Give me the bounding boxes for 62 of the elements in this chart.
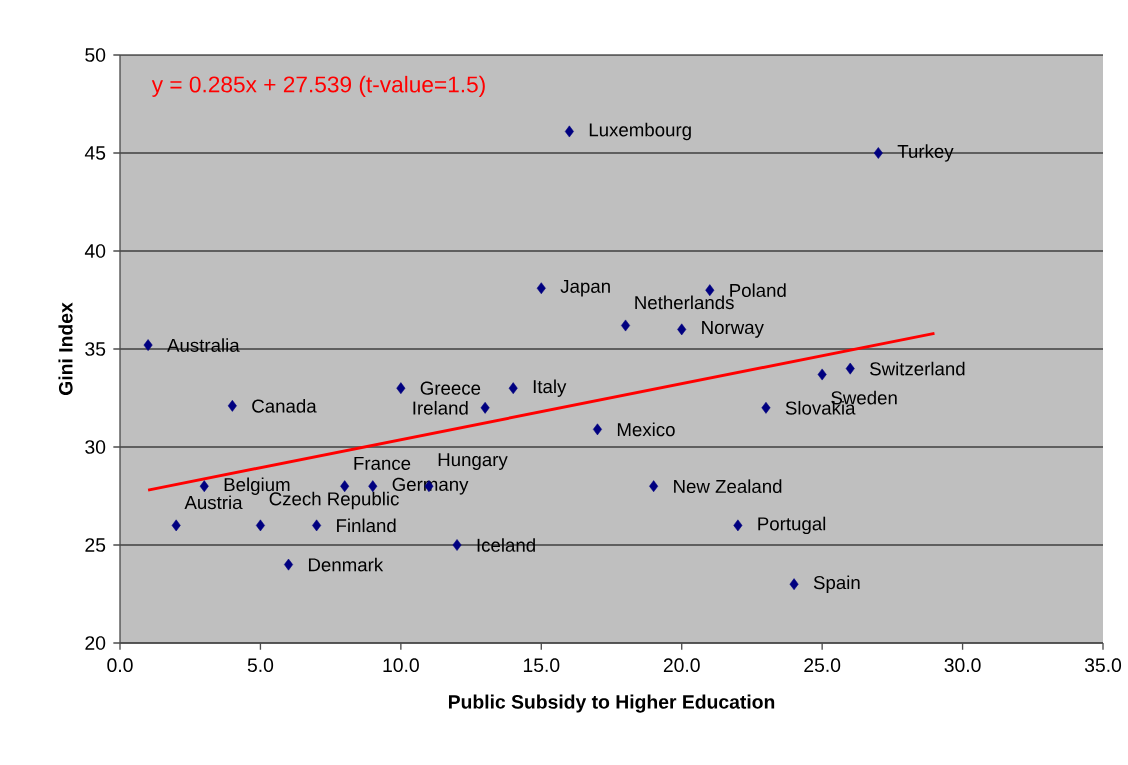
point [452,539,462,551]
data-label: Netherlands [635,295,734,310]
point [255,519,265,532]
x-tick-label: 5.0 [247,658,274,673]
annotation: y = 0.285x + 27.539 (t-value=1.5) [151,75,485,97]
point [845,362,855,375]
x-tick-label: 35.0 [1084,658,1122,673]
point [171,519,181,532]
point [536,282,546,295]
data-label: Mexico [617,422,675,437]
point [592,423,602,436]
data-label: Iceland [477,538,535,552]
data-label: Ireland [413,400,468,415]
data-label: Spain [813,575,860,593]
data-label: Japan [560,279,610,297]
data-label: Italy [533,379,567,397]
point [480,401,490,414]
data-label: Finland [337,518,396,533]
y-tick-label: 40 [84,244,106,258]
data-label: Australia [167,338,240,352]
data-label: Hungary [438,453,508,470]
x-axis-title: Public Subsidy to Higher Education [448,694,775,713]
y-tick-label: 35 [85,342,106,356]
point [649,480,659,493]
point [677,323,687,336]
y-tick-label: 30 [85,440,106,454]
x-tick-label: 0.0 [107,658,133,673]
point [396,382,406,395]
point [564,125,574,138]
y-tick-label: 25 [85,538,106,552]
data-label: Portugal [758,516,826,535]
point [508,382,518,395]
y-axis-title: Gini Index [58,302,73,395]
data-label: Norway [702,321,764,338]
data-label: Austria [184,495,243,510]
data-label: Poland [730,283,786,298]
data-label: Luxembourg [589,122,691,141]
point [873,147,883,159]
point [312,519,322,532]
data-label: Canada [252,398,317,413]
data-label: Greece [420,381,481,395]
point [227,399,237,412]
data-label: Switzerland [870,361,965,376]
point [621,319,631,332]
point [817,368,827,381]
point [733,519,743,532]
data-label: Turkey [897,144,954,162]
point [143,339,153,351]
x-tick-label: 30.0 [944,658,981,673]
y-tick-label: 20 [85,636,106,650]
point [761,401,771,414]
x-tick-label: 20.0 [663,658,700,673]
data-label: France [354,456,411,470]
y-tick-label: 45 [84,146,106,160]
x-tick-label: 10.0 [383,658,419,673]
x-tick-label: 15.0 [523,658,560,673]
point [199,480,209,493]
data-label: Denmark [308,557,384,572]
point [789,578,799,591]
y-tick-label: 50 [85,48,106,62]
x-tick-label: 25.0 [804,658,841,673]
data-label: New Zealand [674,479,782,494]
